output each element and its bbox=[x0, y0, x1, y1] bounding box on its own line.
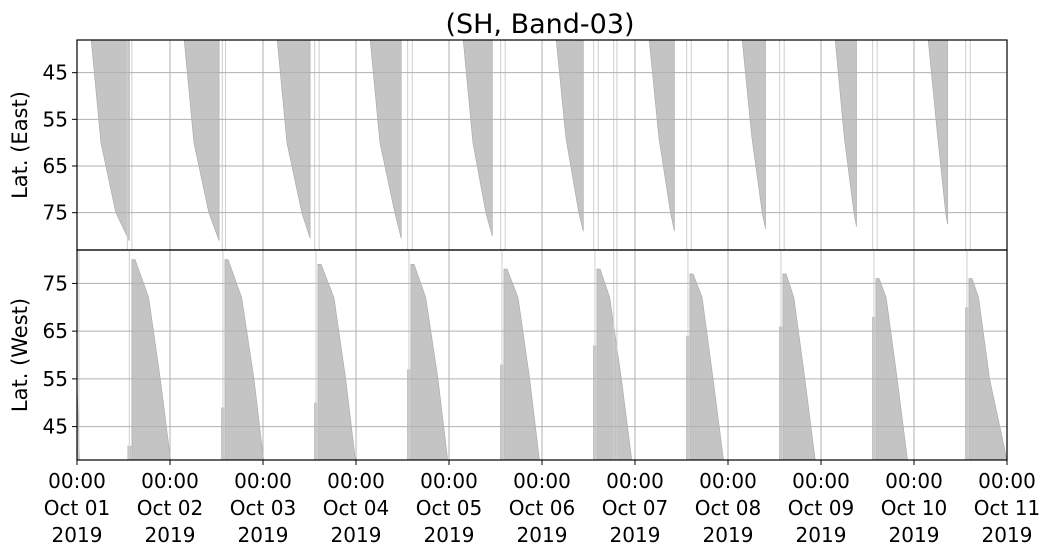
x-tick-label: 00:00 Oct 08 2019 bbox=[695, 469, 761, 547]
x-tick-label-line: 2019 bbox=[424, 523, 475, 547]
y-tick-label: 75 bbox=[43, 201, 68, 225]
bottom-panel-grid bbox=[76, 250, 1008, 460]
x-tick-label: 00:00 Oct 01 2019 bbox=[44, 469, 110, 547]
x-tick-label-line: Oct 01 bbox=[44, 496, 110, 520]
x-tick-label-line: Oct 04 bbox=[323, 496, 389, 520]
coverage-area bbox=[689, 273, 724, 460]
y-tick-label: 45 bbox=[43, 61, 68, 85]
coverage-area bbox=[183, 40, 220, 241]
x-tick-label-line: Oct 08 bbox=[695, 496, 761, 520]
x-tick-label-line: 2019 bbox=[331, 523, 382, 547]
x-tick-label-line: Oct 11 bbox=[974, 496, 1040, 520]
x-tick-label-line: Oct 05 bbox=[416, 496, 482, 520]
x-tick-label-line: Oct 09 bbox=[788, 496, 854, 520]
coverage-area bbox=[834, 40, 857, 227]
y-tick-label: 55 bbox=[43, 107, 68, 131]
coverage-area bbox=[596, 268, 633, 460]
coverage-area bbox=[462, 40, 493, 237]
x-tick-label-line: 00:00 bbox=[327, 469, 385, 493]
x-tick-label-line: 00:00 bbox=[606, 469, 664, 493]
x-tick-label-line: Oct 03 bbox=[230, 496, 296, 520]
coverage-area bbox=[648, 40, 675, 232]
coverage-area bbox=[369, 40, 402, 239]
x-tick-label-line: 00:00 bbox=[48, 469, 106, 493]
x-tick-label-line: 00:00 bbox=[978, 469, 1036, 493]
bottom-panel: 45 55 65 75 Lat. (West) bbox=[8, 249, 1008, 461]
top-panel-yticks: 45 55 65 75 bbox=[43, 61, 77, 225]
x-tick-label-line: Oct 10 bbox=[881, 496, 947, 520]
coverage-area bbox=[224, 259, 264, 460]
coverage-area bbox=[503, 268, 540, 460]
x-tick-label: 00:00 Oct 07 2019 bbox=[602, 469, 668, 547]
bottom-panel-marks bbox=[77, 250, 1007, 460]
y-tick-label: 75 bbox=[43, 271, 68, 295]
coverage-area bbox=[90, 40, 130, 241]
x-tick-label: 00:00 Oct 09 2019 bbox=[788, 469, 854, 547]
x-tick-label: 00:00 Oct 06 2019 bbox=[509, 469, 575, 547]
coverage-area bbox=[131, 259, 171, 460]
x-tick-label: 00:00 Oct 04 2019 bbox=[323, 469, 389, 547]
x-tick-label-line: 2019 bbox=[703, 523, 754, 547]
coverage-area bbox=[410, 264, 449, 460]
y-tick-label: 55 bbox=[43, 367, 68, 391]
x-tick-label: 00:00 Oct 10 2019 bbox=[881, 469, 947, 547]
x-tick-label-line: 00:00 bbox=[234, 469, 292, 493]
coverage-area bbox=[782, 273, 816, 460]
top-panel: 45 55 65 75 Lat. (East) bbox=[8, 39, 1008, 251]
x-tick-label-line: 00:00 bbox=[513, 469, 571, 493]
x-tick-label-line: 2019 bbox=[796, 523, 847, 547]
x-tick-label-line: 2019 bbox=[610, 523, 661, 547]
top-panel-ylabel: Lat. (East) bbox=[8, 91, 32, 199]
x-tick-label-line: 2019 bbox=[517, 523, 568, 547]
x-tick-label-line: Oct 02 bbox=[137, 496, 203, 520]
x-tick-label-line: 2019 bbox=[238, 523, 289, 547]
chart-title: (SH, Band-03) bbox=[445, 9, 634, 40]
x-axis-ticks: 00:00 Oct 01 2019 00:00 Oct 02 2019 00:00 Oct 0… bbox=[44, 460, 1040, 547]
x-tick-label: 00:00 Oct 02 2019 bbox=[137, 469, 203, 547]
coverage-area bbox=[317, 264, 356, 460]
coverage-area bbox=[968, 278, 1007, 460]
x-tick-label-line: 00:00 bbox=[792, 469, 850, 493]
x-tick-label-line: Oct 07 bbox=[602, 496, 668, 520]
coverage-area bbox=[927, 40, 948, 225]
x-tick-label-line: 2019 bbox=[52, 523, 103, 547]
x-tick-label-line: 00:00 bbox=[141, 469, 199, 493]
x-tick-label-line: 00:00 bbox=[699, 469, 757, 493]
y-tick-label: 45 bbox=[43, 415, 68, 439]
y-tick-label: 65 bbox=[43, 154, 68, 178]
x-tick-label-line: 00:00 bbox=[420, 469, 478, 493]
coverage-area bbox=[875, 278, 908, 460]
x-tick-label-line: 2019 bbox=[889, 523, 940, 547]
top-panel-marks bbox=[90, 40, 971, 250]
y-tick-label: 65 bbox=[43, 319, 68, 343]
bottom-panel-yticks: 45 55 65 75 bbox=[43, 271, 77, 439]
coverage-area bbox=[555, 40, 584, 232]
x-tick-label-line: 2019 bbox=[145, 523, 196, 547]
x-tick-label: 00:00 Oct 05 2019 bbox=[416, 469, 482, 547]
x-tick-label-line: Oct 06 bbox=[509, 496, 575, 520]
x-tick-label-line: 00:00 bbox=[885, 469, 943, 493]
bottom-panel-ylabel: Lat. (West) bbox=[8, 298, 32, 412]
x-tick-label-line: 2019 bbox=[982, 523, 1033, 547]
x-tick-label: 00:00 Oct 11 2019 bbox=[974, 469, 1040, 547]
x-tick-label: 00:00 Oct 03 2019 bbox=[230, 469, 296, 547]
coverage-area bbox=[741, 40, 766, 230]
coverage-area bbox=[276, 40, 311, 239]
